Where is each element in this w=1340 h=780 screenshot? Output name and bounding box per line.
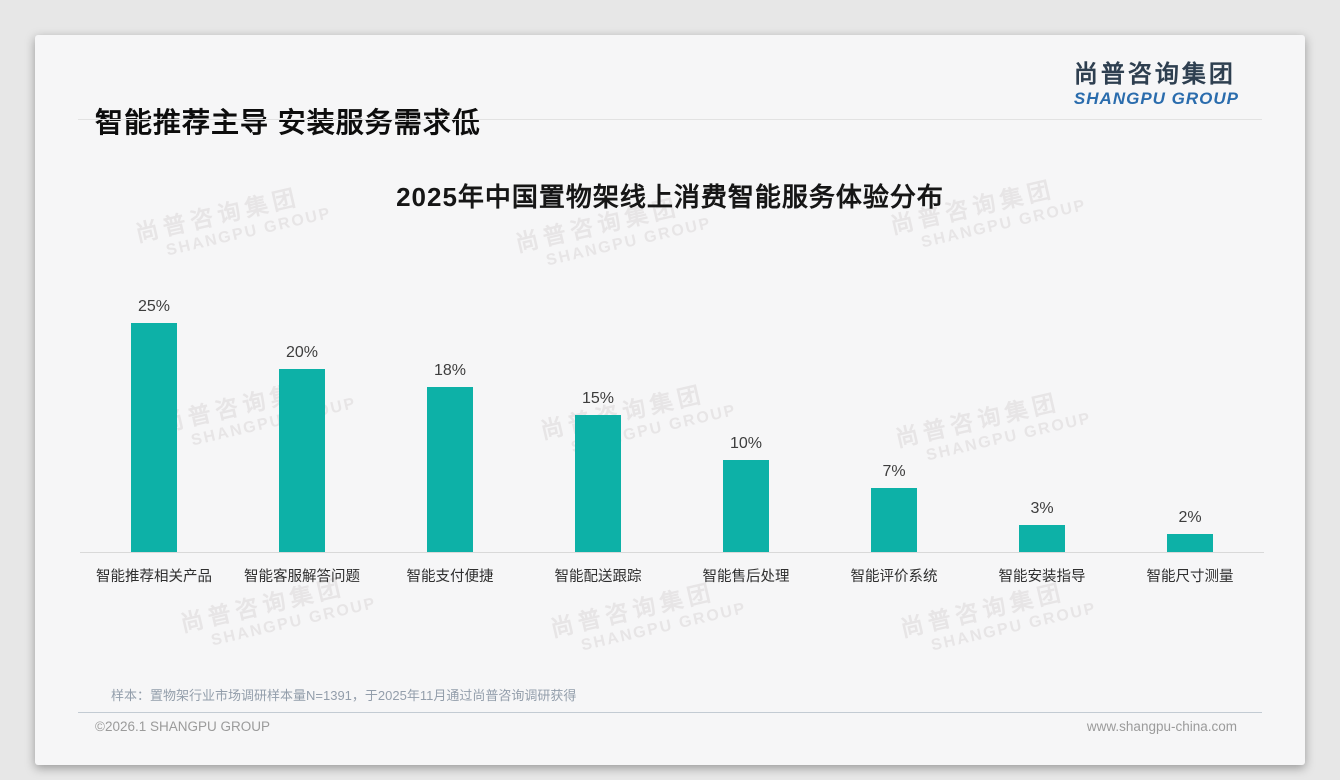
bar-column: 15% [524,292,672,552]
footer-copyright: ©2026.1 SHANGPU GROUP [95,719,271,734]
bar-value-label: 18% [433,362,467,380]
header-divider [78,119,1262,120]
category-label: 智能推荐相关产品 [96,569,212,585]
bar-value-label: 15% [581,389,615,407]
bar [427,387,473,552]
logo-english-text: SHANGPU GROUP [1073,88,1239,108]
bar-value-label: 3% [1030,499,1054,517]
bar [723,460,769,552]
bar-column: 20% [228,292,376,552]
bar-value-label: 20% [285,343,319,361]
category-label: 智能售后处理 [702,569,790,585]
bar [871,487,917,552]
bar-chart-plot-area: 25% 20% 18% 15% 10% 7% 3% 2% [80,292,1264,552]
category-label: 智能评价系统 [850,569,938,585]
sample-note: 样本：置物架行业市场调研样本量N=1391，于2025年11月通过尚普咨询调研获… [111,688,577,703]
category-label: 智能客服解答问题 [244,569,360,585]
bar-column: 18% [376,292,524,552]
bar-value-label: 10% [729,435,763,453]
bar-value-label: 2% [1178,508,1202,526]
category-label: 智能尺寸测量 [1146,569,1234,585]
bar-value-label: 25% [137,298,171,315]
slide-card: 尚普咨询集团 SHANGPU GROUP 尚普咨询集团 SHANGPU GROUP 尚普… [35,35,1305,765]
bar [279,368,325,552]
footer-website: www.shangpu-china.com [1086,719,1237,734]
bar-column: 2% [1116,292,1264,552]
bar [1019,524,1065,552]
bar [131,323,177,552]
bar-column: 3% [968,292,1116,552]
bar-column: 25% [80,292,228,552]
bar-column: 7% [820,292,968,552]
category-label: 智能支付便捷 [406,569,494,585]
bar-value-label: 7% [882,462,906,480]
chart-title: 2025年中国置物架线上消费智能服务体验分布 [396,182,944,212]
category-label: 智能安装指导 [998,569,1086,585]
bar [1167,533,1213,552]
bar [575,414,621,552]
company-logo: 尚普咨询集团 SHANGPU GROUP [1074,61,1239,109]
page-title: 智能推荐主导 安装服务需求低 [95,107,481,138]
footer: ©2026.1 SHANGPU GROUP www.shangpu-china.… [95,719,1237,734]
bar-column: 10% [672,292,820,552]
x-axis-line [80,552,1264,553]
footer-divider [78,712,1262,713]
logo-chinese-text: 尚普咨询集团 [1073,61,1236,88]
bar-chart: 2025年中国置物架线上消费智能服务体验分布 25% 20% 18% 15% 10% 7%… [35,35,1305,765]
x-axis-labels: 智能推荐相关产品 智能客服解答问题 智能支付便捷 智能配送跟踪 智能售后处理 智能评价系统… [80,565,1264,586]
category-label: 智能配送跟踪 [554,569,642,585]
